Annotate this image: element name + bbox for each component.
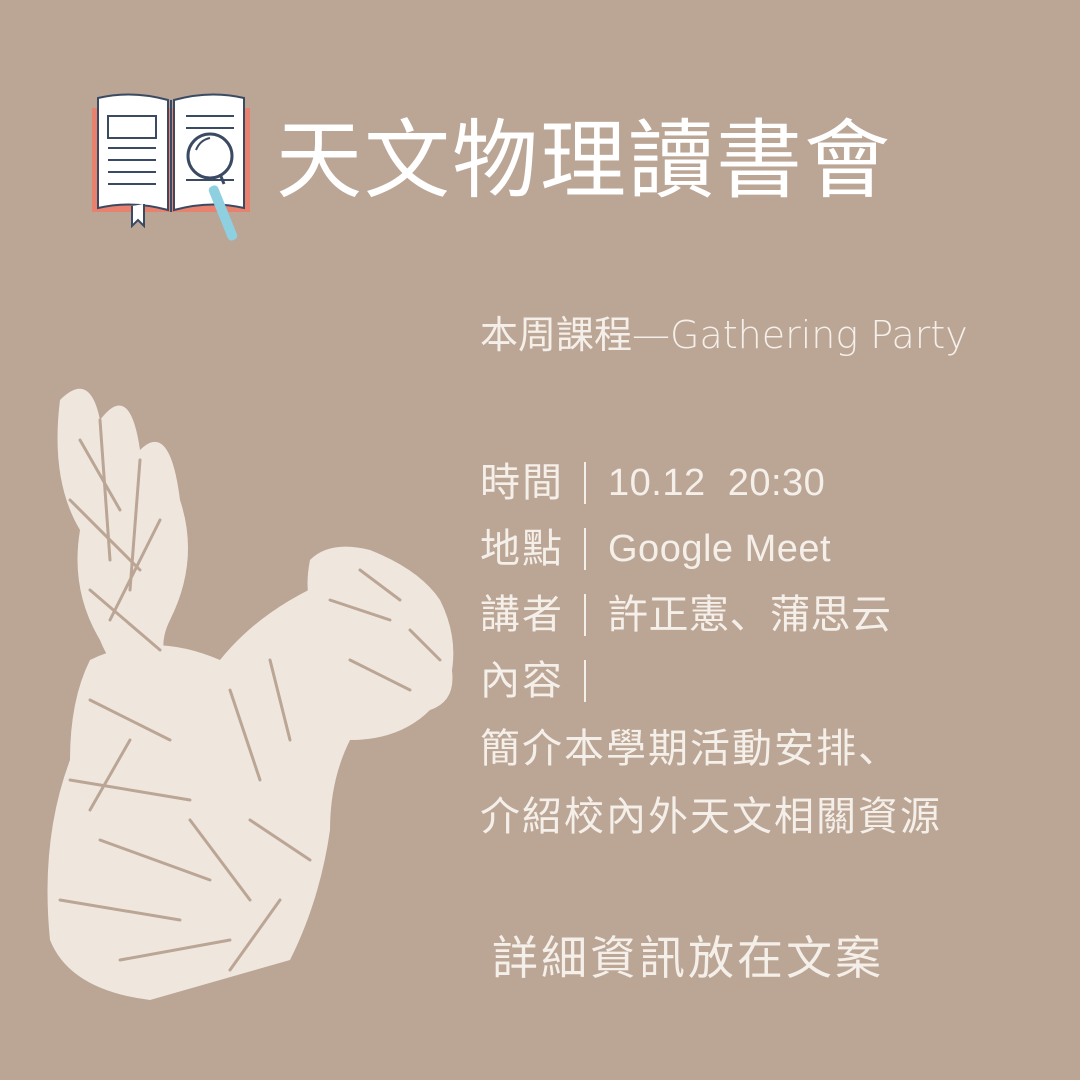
separator-line <box>584 660 586 702</box>
open-book-icon <box>92 93 250 241</box>
footer-note: 詳細資訊放在文案 <box>492 931 884 985</box>
squirrel-illustration <box>47 388 454 1000</box>
page-title: 天文物理讀書會 <box>276 111 892 211</box>
content-description-line: 介紹校內外天文相關資源 <box>480 794 942 840</box>
separator-line <box>584 594 586 636</box>
detail-row-content: 內容 <box>480 656 608 706</box>
place-value: Google Meet <box>608 528 832 570</box>
speaker-value: 許正憲、蒲思云 <box>608 592 892 638</box>
detail-row-place: 地點 Google Meet <box>480 524 831 574</box>
detail-row-time: 時間 10.12 20:30 <box>480 458 825 508</box>
detail-row-speaker: 講者 許正憲、蒲思云 <box>480 590 892 640</box>
place-label: 地點 <box>480 526 564 572</box>
speaker-label: 講者 <box>480 592 564 638</box>
time-label: 時間 <box>480 460 564 506</box>
separator-line <box>584 462 586 504</box>
session-subtitle: 本周課程—Gathering Party <box>480 313 968 357</box>
content-description-line: 簡介本學期活動安排、 <box>480 726 900 772</box>
time-value: 10.12 20:30 <box>608 462 826 504</box>
separator-line <box>584 528 586 570</box>
content-label: 內容 <box>480 658 564 704</box>
